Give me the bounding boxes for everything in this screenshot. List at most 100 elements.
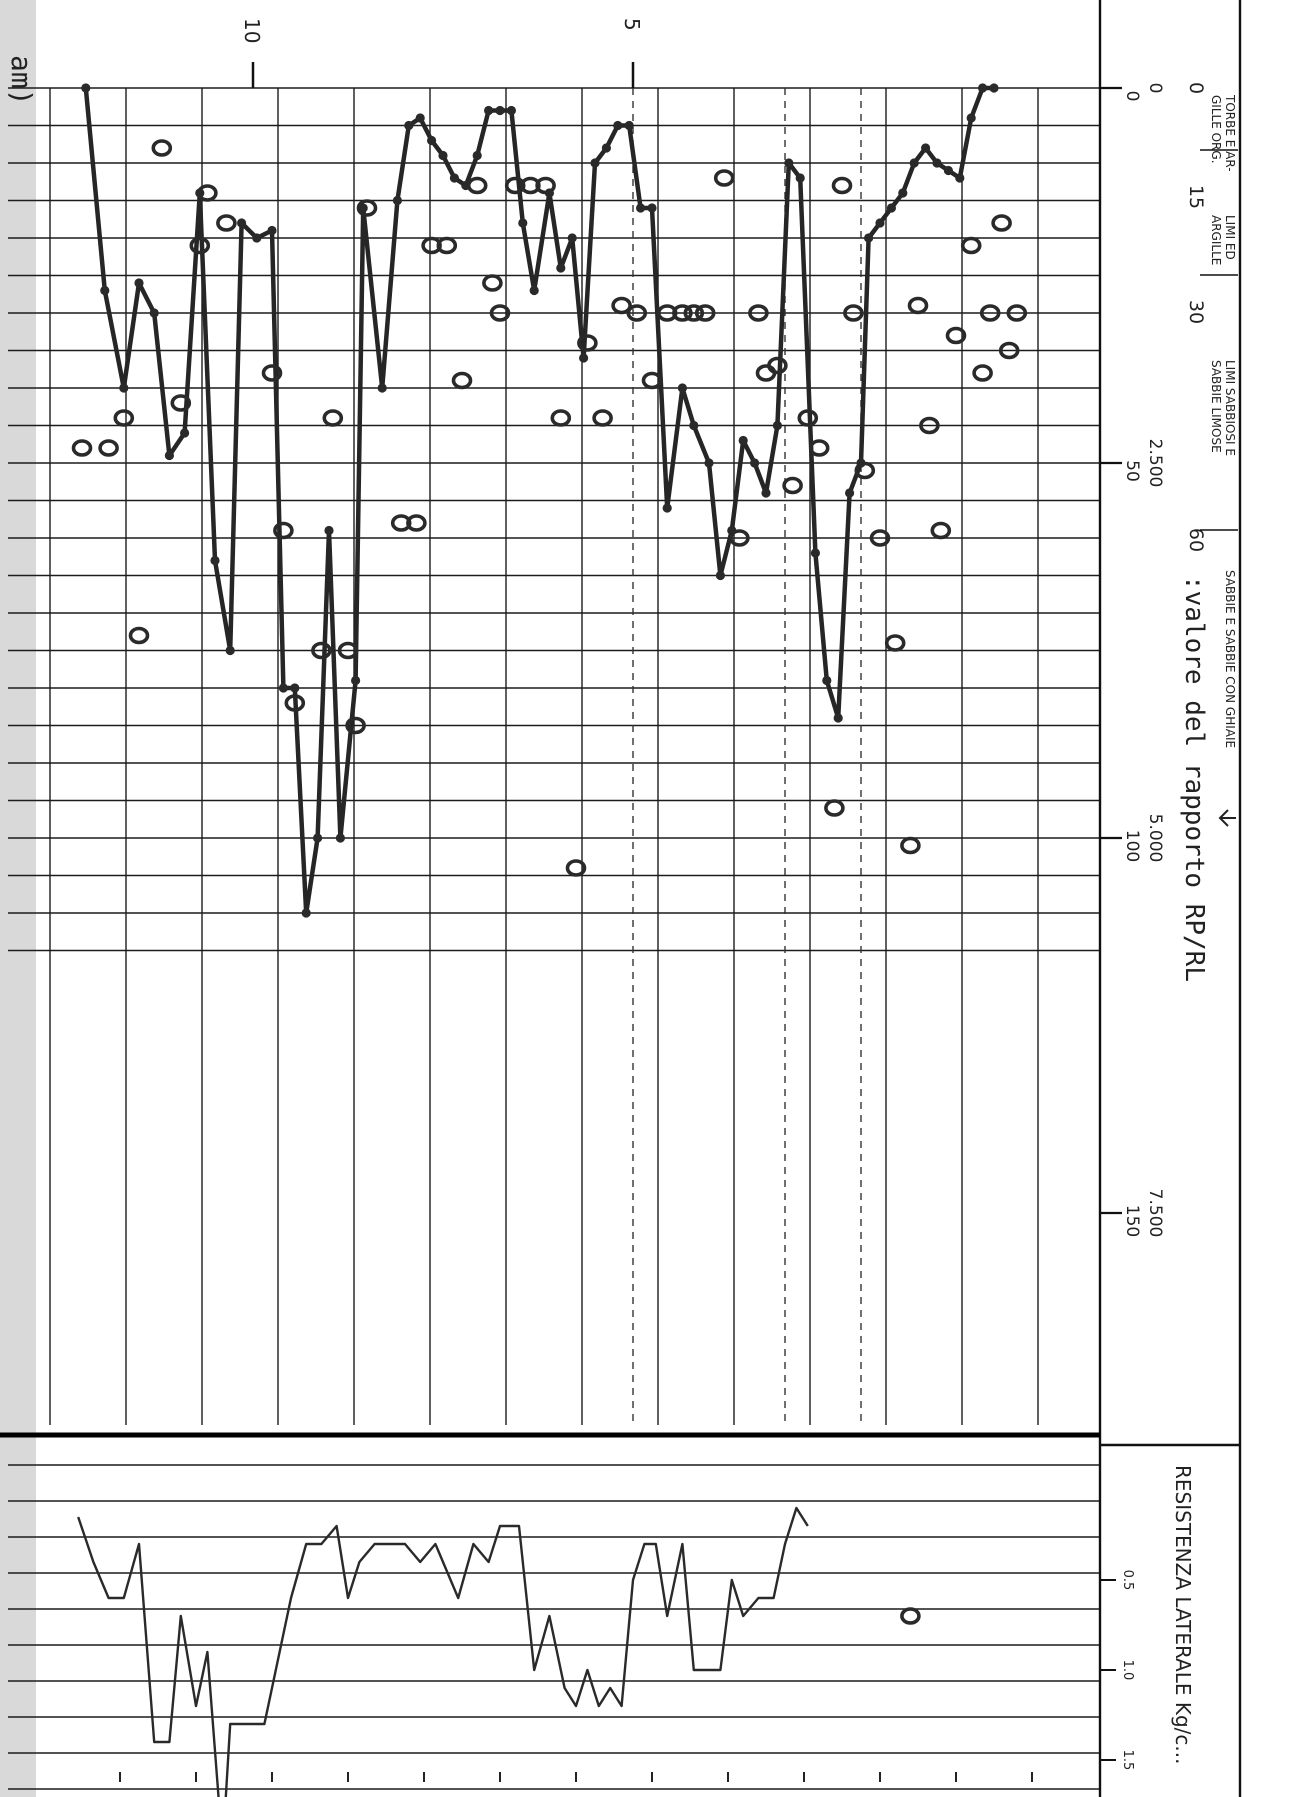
ratio-point [869,529,891,547]
rp-point [134,278,144,288]
rp-point [518,218,528,228]
ratio-point [356,199,378,217]
rp-point [886,203,897,213]
ratio-point [113,409,135,427]
rp-point [677,383,688,393]
rp-point [704,458,714,468]
ratio-point [337,641,359,660]
depth-unit-label: am) [5,55,38,106]
rp-point [351,675,361,686]
soil-class-label: SABBIE LIMOSE [1209,360,1223,453]
rl-tick-label-small: 0.5 [1120,1570,1135,1591]
rp-point [472,150,482,161]
rp-point [180,428,190,438]
rp-point [601,143,612,153]
ratio-point [550,409,572,427]
ratio-point [831,176,853,195]
ratio-point [972,364,993,382]
rp-point [267,225,277,236]
ratio-point [261,364,283,382]
scan-shadow [0,0,36,1797]
rp-point [237,218,247,228]
rp-point [795,173,805,183]
rp-point [301,908,311,918]
rp-point [833,713,843,723]
rp-point [335,833,345,843]
rp-point [864,233,874,243]
rp-point [978,83,988,93]
soil-class-label: ARGILLE [1209,215,1223,265]
ratio-point [960,236,982,255]
ratio-point [311,641,332,660]
soil-class-label: LIMI ED [1223,215,1237,260]
ratio-point [919,416,940,435]
depth-tick-label: 5 [620,18,644,31]
rp-point [225,645,235,656]
rp-point [438,150,448,161]
ratio-point [189,236,211,255]
ratio-point [843,304,864,322]
ratio-point [797,409,819,427]
ratio-point [854,461,876,480]
ratio-point [273,521,294,540]
ratio-point [216,214,237,232]
rp-point [278,683,288,693]
ratio-point [767,356,788,375]
rl-tick-label: 5.000 [1145,814,1165,863]
grid [8,87,1100,1790]
rp-point [556,263,566,273]
ratio-point [808,439,830,457]
rp-point [966,113,976,123]
ratio-point [641,371,663,390]
rp-tick-label: 0 [1122,91,1142,102]
rl-axis-title: RESISTENZA LATERALE Kg/c... [1171,1465,1195,1764]
ratio-point [436,236,458,255]
ratio-point [729,529,750,547]
rp-point [484,105,494,116]
ratio-point [900,836,921,855]
ratio-point [322,409,344,427]
rp-point [404,120,414,131]
ratio-point [900,1607,921,1625]
ratio-point [128,626,150,645]
ratio-point [907,296,929,315]
ratio-point [151,139,173,157]
ratio-point [489,304,511,322]
ratio-point [565,859,587,877]
rp-point [898,188,908,198]
rl-tick-label: 7.500 [1145,1189,1165,1238]
rp-tick-label: 50 [1122,460,1142,482]
rp-point [529,285,539,296]
rp-point [943,165,954,176]
rp-point [689,420,699,431]
ratio-point [406,514,427,532]
rp-point [738,435,748,446]
soil-class-label: TORBE E AR- [1223,94,1237,172]
ratio-point [930,521,952,540]
depth-tick-label: 10 [240,18,264,43]
rp-point [100,285,110,296]
ratio-point [535,176,556,195]
rp-point [324,525,334,536]
rp-point [875,218,885,228]
rp-tick-label: 150 [1122,1205,1142,1237]
rp-point [845,488,855,498]
ratio-point [884,634,906,652]
rp-point [579,353,589,363]
ratio-point [748,304,769,322]
rl-tick-label: 2.500 [1145,439,1165,488]
rp-point [567,233,577,243]
soil-class-label: GILLE ORG. [1209,95,1223,164]
ratio-point [683,304,705,322]
rp-point [989,83,999,93]
ratio-point [98,439,119,457]
ratio-point [979,304,1001,322]
rp-point [784,158,794,168]
ratio-point [451,371,473,390]
rl-tick-label: 0 [1145,83,1165,94]
rp-point [81,83,91,93]
rp-point [392,195,402,206]
rp-series-line [83,85,997,916]
